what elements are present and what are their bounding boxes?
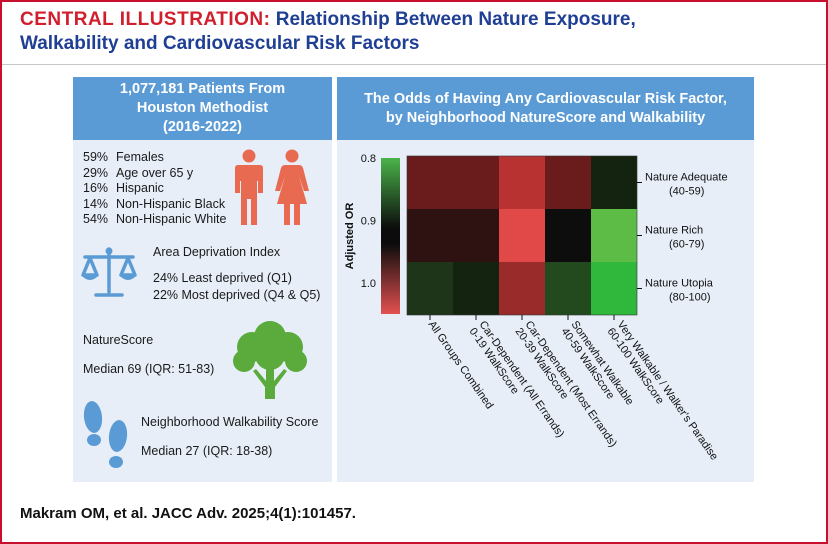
patient-characteristics-panel: 1,077,181 Patients From Houston Methodis… [73,77,332,482]
row-label-range: (60-79) [669,239,704,251]
heatmap-cell [499,156,545,209]
demographic-row: 59% Females [83,150,164,164]
heatmap-cell [499,209,545,262]
male-female-icon [235,149,309,225]
row-label-name: Nature Adequate [645,172,728,184]
citation: Makram OM, et al. JACC Adv. 2025;4(1):10… [20,505,356,522]
heatmap-cell [591,262,637,315]
row-label-range: (40-59) [669,186,704,198]
heatmap-cell [545,156,591,209]
heatmap-panel: The Odds of Having Any Cardiovascular Ri… [337,77,754,482]
demographics-list: 59% Females 29% Age over 65 y 16% Hispanic … [83,150,226,228]
adi-most-deprived: 22% Most deprived (Q4 & Q5) [153,288,321,302]
heatmap-title-line1: The Odds of Having Any Cardiovascular Ri… [364,91,727,107]
patient-title-line1: 1,077,181 Patients From [119,81,286,97]
heatmap-cell [545,262,591,315]
heatmap-cell [453,209,499,262]
heatmap-panel-title: The Odds of Having Any Cardiovascular Ri… [337,77,754,140]
heatmap-cell [499,262,545,315]
heatmap-cell [407,156,453,209]
heatmap-cell [591,156,637,209]
heatmap-cell [407,262,453,315]
footprints-icon [83,401,128,468]
row-label-name: Nature Rich [645,225,703,237]
column-label-line1: Very Walkable / Walker's Paradise [615,319,721,463]
heatmap-title-line2: by Neighborhood NatureScore and Walkabil… [385,110,706,126]
naturescore-title: NatureScore [83,333,154,347]
colorbar-tick-label: 0.9 [361,215,376,227]
heatmap-cell [453,156,499,209]
walkability-title: Neighborhood Walkability Score [141,415,319,429]
colorbar-tick-label: 1.0 [361,278,376,290]
heatmap-cell [453,262,499,315]
heatmap-cell [545,209,591,262]
adi-title: Area Deprivation Index [153,245,281,259]
patient-title-line2: Houston Methodist [136,100,269,116]
header-title-line2: Walkability and Cardiovascular Risk Fact… [20,33,420,54]
header-title-line1: Relationship Between Nature Exposure, [275,9,636,30]
scale-icon [81,247,137,297]
patient-title-line3: (2016-2022) [163,119,242,135]
row-label-range: (80-100) [669,292,711,304]
adi-least-deprived: 24% Least deprived (Q1) [153,271,292,285]
header-keyword: CENTRAL ILLUSTRATION: [20,9,271,30]
heatmap-cell [407,209,453,262]
row-label-name: Nature Utopia [645,278,714,290]
heatmap-cell [591,209,637,262]
colorbar [381,158,400,314]
heatmap-chart: 0.8 0.9 1.0 Adjusted OR Nature Adequate (40-5… [344,153,728,463]
demographic-row: 54% Non-Hispanic White [83,212,227,226]
demographic-row: 14% Non-Hispanic Black [83,196,226,211]
figure-header: CENTRAL ILLUSTRATION: Relationship Betwe… [20,8,810,56]
demographic-row: 16% Hispanic [83,181,164,195]
walkability-median: Median 27 (IQR: 18-38) [141,444,273,458]
naturescore-median: Median 69 (IQR: 51-83) [83,362,215,376]
patient-panel-title: 1,077,181 Patients From Houston Methodis… [73,77,332,140]
header-divider [2,64,826,65]
tree-icon [233,321,307,399]
demographic-row: 29% Age over 65 y [83,165,194,180]
colorbar-label: Adjusted OR [344,203,356,270]
colorbar-tick-label: 0.8 [361,153,376,165]
